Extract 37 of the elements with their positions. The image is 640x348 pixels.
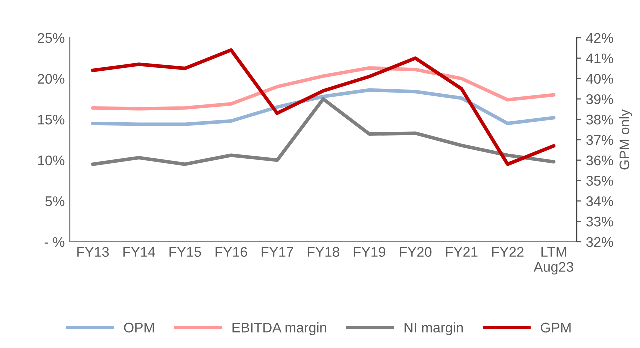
legend-label: OPM xyxy=(124,322,154,333)
y-tick-label: - % xyxy=(44,237,65,248)
legend-label: NI margin xyxy=(404,322,464,336)
y2-tick-label: 35% xyxy=(586,176,614,186)
legend-label: GPM xyxy=(541,322,571,333)
line-series xyxy=(91,88,556,126)
y2-tick-label: 41% xyxy=(586,54,614,64)
x-tick-label: FY18 xyxy=(308,247,340,258)
x-tick-label: FY21 xyxy=(446,247,478,257)
x-tick-label: FY15 xyxy=(170,247,202,258)
y2-tick-label: 37% xyxy=(586,135,614,146)
y-tick-label: 15% xyxy=(38,114,65,125)
x-tick-label: FY22 xyxy=(492,247,524,257)
y2-tick-label: 39% xyxy=(586,94,614,104)
line-series xyxy=(91,97,556,166)
y2-tick-label: 34% xyxy=(586,196,614,206)
x-tick-label: FY14 xyxy=(124,247,156,257)
x-tick-label: FY19 xyxy=(354,247,386,258)
y2-tick-label: 38% xyxy=(586,114,614,125)
y2-tick-label: 33% xyxy=(586,216,614,227)
y2-axis-title: GPM only xyxy=(619,110,632,170)
y2-tick-label: 32% xyxy=(586,237,614,248)
y2-tick-label: 40% xyxy=(586,74,614,84)
y2-tick-label: 36% xyxy=(586,156,614,166)
x-tick-label: FY20 xyxy=(400,247,432,258)
y-tick-label: 5% xyxy=(46,196,65,206)
y-tick-label: 20% xyxy=(38,74,65,84)
y-tick-label: 10% xyxy=(38,156,65,166)
y2-tick-label: 42% xyxy=(586,33,614,44)
line-series xyxy=(91,48,556,166)
x-tick-label: FY16 xyxy=(216,247,248,258)
x-tick-label: FY13 xyxy=(78,247,110,258)
line-series xyxy=(91,66,556,111)
legend-label: EBITDA margin xyxy=(232,322,326,336)
x-tick-label: LTM Aug23 xyxy=(534,247,574,275)
y-tick-label: 25% xyxy=(38,33,65,44)
x-tick-label: FY17 xyxy=(262,247,294,257)
